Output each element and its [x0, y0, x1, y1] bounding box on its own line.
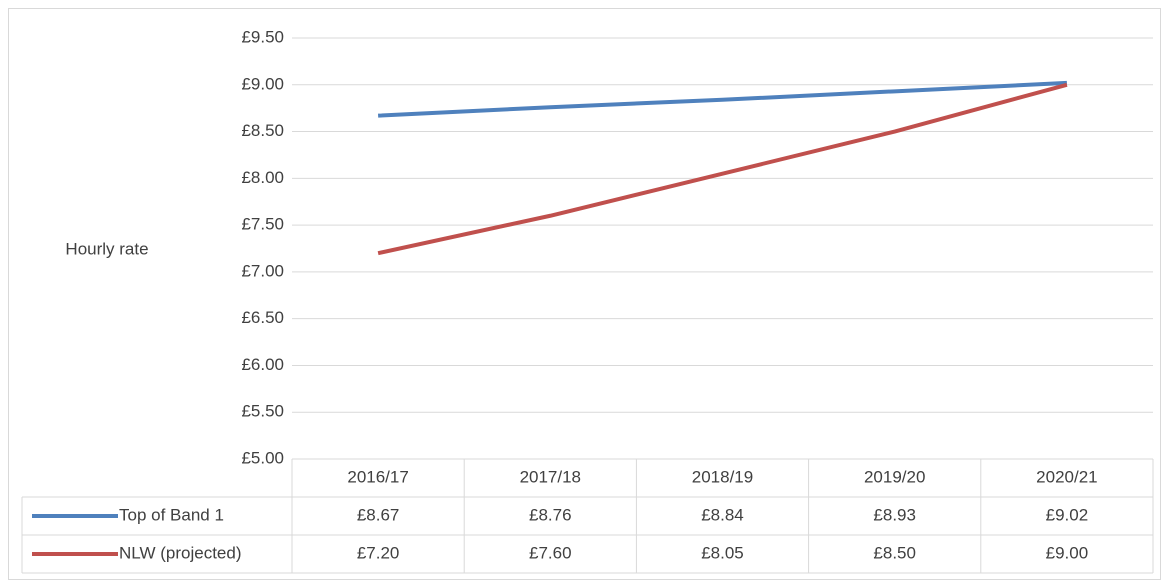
y-tick-label: £6.00: [241, 355, 284, 374]
table-value: £8.76: [529, 505, 572, 524]
table-value: £8.84: [701, 505, 744, 524]
table-value: £8.50: [873, 543, 916, 562]
y-tick-label: £8.00: [241, 168, 284, 187]
legend-label: Top of Band 1: [119, 505, 224, 524]
table-value: £9.00: [1046, 543, 1089, 562]
chart-frame: [8, 8, 1161, 580]
y-tick-label: £6.50: [241, 308, 284, 327]
y-tick-label: £7.50: [241, 215, 284, 234]
table-value: £9.02: [1046, 505, 1089, 524]
y-tick-label: £5.50: [241, 402, 284, 421]
x-tick-label: 2016/17: [347, 467, 408, 486]
x-tick-label: 2019/20: [864, 467, 925, 486]
x-tick-label: 2018/19: [692, 467, 753, 486]
table-value: £7.60: [529, 543, 572, 562]
y-tick-label: £7.00: [241, 261, 284, 280]
y-tick-label: £9.50: [241, 27, 284, 46]
legend-label: NLW (projected): [119, 543, 242, 562]
table-value: £7.20: [357, 543, 400, 562]
table-value: £8.93: [873, 505, 916, 524]
y-tick-label: £8.50: [241, 121, 284, 140]
y-tick-label: £9.00: [241, 74, 284, 93]
series-line: [377, 82, 1068, 256]
x-tick-label: 2020/21: [1036, 467, 1097, 486]
x-tick-label: 2017/18: [520, 467, 581, 486]
table-value: £8.67: [357, 505, 400, 524]
y-axis-label: Hourly rate: [65, 239, 148, 258]
y-tick-label: £5.00: [241, 448, 284, 467]
series-line: [378, 80, 1067, 118]
table-value: £8.05: [701, 543, 744, 562]
